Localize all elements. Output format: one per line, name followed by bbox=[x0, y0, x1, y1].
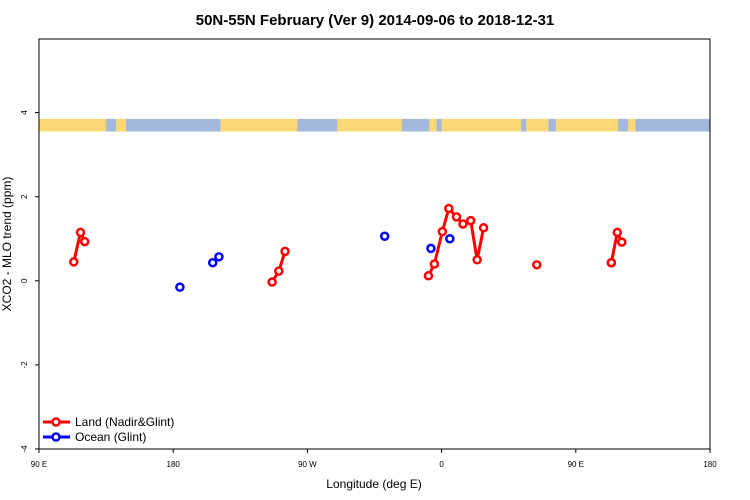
data-point-0 bbox=[451, 212, 462, 222]
data-point-0 bbox=[478, 223, 489, 233]
map-land bbox=[39, 118, 107, 132]
data-point-0 bbox=[444, 203, 454, 214]
x-tick-label: 90 E bbox=[568, 460, 584, 469]
x-tick-label: 90 W bbox=[298, 460, 317, 469]
map-strip bbox=[39, 118, 710, 132]
map-land bbox=[441, 118, 522, 132]
data-point-0 bbox=[458, 219, 468, 229]
data-point-0 bbox=[267, 277, 277, 287]
x-axis-label: Longitude (deg E) bbox=[326, 477, 421, 491]
data-point-0 bbox=[79, 236, 90, 247]
data-point-0 bbox=[437, 226, 448, 237]
data-point-0 bbox=[69, 257, 79, 267]
map-land bbox=[555, 118, 619, 132]
y-axis: -4 -2 0 2 4 bbox=[20, 110, 39, 453]
legend-label-ocean: Ocean (Glint) bbox=[75, 430, 146, 444]
x-tick-label: 180 bbox=[167, 460, 181, 469]
x-tick-label: 180 bbox=[703, 460, 717, 469]
map-land bbox=[337, 118, 402, 132]
map-land bbox=[116, 118, 126, 132]
data-point-1 bbox=[426, 243, 436, 254]
map-land bbox=[220, 118, 298, 132]
legend-marker-land bbox=[51, 417, 61, 427]
y-tick-label: 4 bbox=[20, 110, 29, 115]
data-point-1 bbox=[175, 282, 185, 292]
series-layer bbox=[69, 203, 627, 292]
data-point-0 bbox=[423, 270, 434, 281]
map-land bbox=[429, 118, 437, 132]
x-tick-label: 90 E bbox=[31, 460, 47, 469]
data-point-0 bbox=[280, 246, 290, 257]
data-point-1 bbox=[207, 257, 218, 268]
data-point-0 bbox=[606, 257, 617, 268]
data-point-0 bbox=[465, 215, 476, 226]
y-tick-label: -2 bbox=[20, 361, 29, 369]
data-point-0 bbox=[617, 237, 627, 247]
chart-title: 50N-55N February (Ver 9) 2014-09-06 to 2… bbox=[196, 12, 555, 29]
plot-frame bbox=[38, 38, 711, 450]
y-axis-label: XCO2 - MLO trend (ppm) bbox=[0, 177, 14, 312]
map-land bbox=[627, 118, 636, 132]
legend-marker-ocean bbox=[51, 432, 61, 442]
y-tick-label: -4 bbox=[20, 445, 29, 453]
x-tick-label: 0 bbox=[439, 460, 444, 469]
data-point-0 bbox=[532, 260, 542, 270]
legend: Land (Nadir&Glint) Ocean (Glint) bbox=[43, 415, 174, 444]
y-tick-label: 0 bbox=[20, 278, 29, 283]
x-axis: 90 E 180 90 W 0 90 E 180 bbox=[31, 449, 717, 469]
data-point-0 bbox=[612, 227, 623, 238]
data-point-0 bbox=[472, 255, 482, 265]
data-point-0 bbox=[274, 266, 284, 276]
data-point-0 bbox=[429, 259, 440, 269]
data-point-1 bbox=[379, 231, 390, 241]
map-land bbox=[526, 118, 549, 132]
data-point-1 bbox=[445, 233, 455, 244]
data-point-1 bbox=[214, 252, 224, 262]
data-point-0 bbox=[75, 227, 86, 238]
legend-label-land: Land (Nadir&Glint) bbox=[75, 415, 174, 429]
y-tick-label: 2 bbox=[20, 194, 29, 199]
